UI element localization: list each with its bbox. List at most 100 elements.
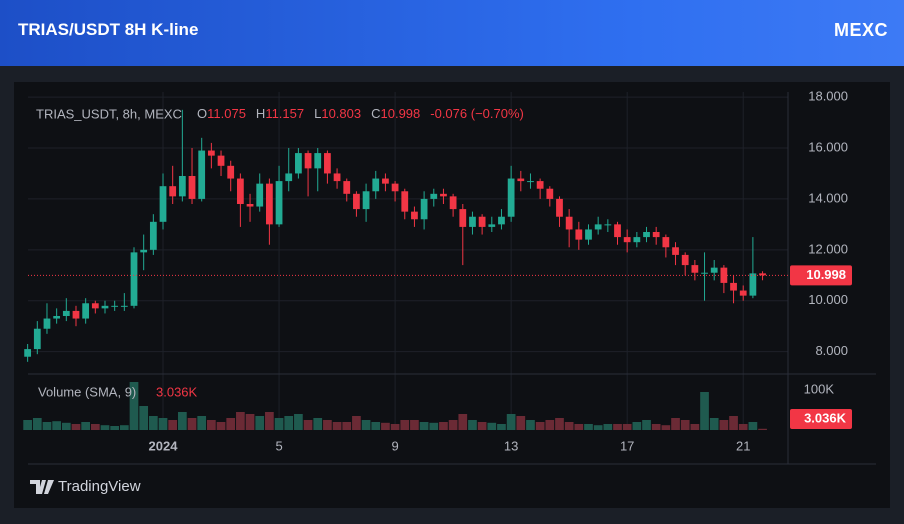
candle-body [159, 186, 167, 222]
volume-bar [410, 420, 419, 430]
volume-bar [361, 420, 371, 430]
volume-bar [555, 418, 564, 430]
volume-bar [526, 420, 535, 430]
candle-body [710, 267, 718, 273]
volume-bar [381, 422, 390, 430]
volume-bar [226, 418, 236, 430]
tv-icon [30, 480, 54, 494]
volume-bar [32, 418, 42, 430]
candle-body [256, 183, 264, 207]
candle-body [236, 178, 244, 204]
brand-text: MEXC [833, 20, 888, 40]
candle-body [53, 316, 61, 319]
candle-body [585, 229, 592, 240]
candle-body [207, 150, 215, 156]
volume-bar [207, 420, 216, 430]
volume-bar [429, 422, 439, 430]
volume-bar [690, 424, 700, 430]
candle-body [188, 176, 196, 199]
volume-bar [303, 420, 313, 430]
last-volume-label: 3.036K [804, 410, 847, 425]
ohlc-letter: C [371, 106, 380, 121]
volume-bar [535, 422, 545, 430]
volume-bar [719, 420, 729, 430]
x-tick-label: 21 [736, 438, 750, 453]
last-price-badge [790, 265, 852, 286]
candle-body [391, 183, 399, 192]
candle-body [730, 282, 737, 291]
candle-body [275, 181, 283, 225]
volume-bar [603, 424, 613, 430]
volume-bar [352, 416, 361, 430]
footer-logo: TradingView [58, 478, 141, 495]
candle-body [33, 328, 41, 350]
volume-bar [42, 422, 52, 430]
volume-bar [680, 420, 690, 430]
candle-body [643, 232, 650, 238]
volume-bar [564, 422, 574, 430]
volume-bar [71, 424, 81, 430]
candle-body [227, 165, 235, 179]
candle-body [681, 254, 689, 266]
ohlc-letter: H [256, 106, 265, 121]
ohlc-legend: O11.075 H11.157 L10.803 C10.998 -0.076 (−0.7… [197, 106, 524, 121]
volume-legend-value: 3.036K [156, 384, 198, 399]
header: TRIAS/USDT 8H K-line MEXC [0, 0, 904, 66]
candle-body [614, 224, 621, 238]
volume-bar [671, 418, 680, 430]
volume-bar [371, 422, 381, 430]
volume-bar [506, 414, 516, 430]
volume-bar [758, 428, 767, 430]
candle-body [440, 193, 447, 197]
candle-body [672, 247, 679, 255]
volume-tick-label: 100K [804, 381, 835, 396]
volume-bar [497, 424, 506, 430]
candle-body [82, 303, 90, 319]
volume-bar [81, 422, 91, 430]
volume-bar [187, 418, 197, 430]
volume-bar [400, 420, 410, 430]
volume-bar [419, 422, 429, 430]
candle-body [691, 265, 699, 273]
volume-bar [23, 420, 32, 430]
candle-body [333, 173, 341, 182]
candle-body [498, 216, 505, 225]
candle-body [749, 273, 757, 296]
candle-body [701, 272, 708, 274]
volume-bar [236, 412, 245, 430]
volume-bar [61, 422, 71, 430]
volume-bar [545, 420, 555, 430]
candle-body [662, 237, 670, 248]
candle-body [62, 310, 70, 316]
ohlc-value: 10.803 [321, 106, 361, 121]
volume-bar [468, 420, 477, 430]
candle-body [295, 153, 302, 174]
y-tick-label: 8.000 [815, 343, 848, 358]
volume-bar [729, 416, 738, 430]
volume-bar [342, 422, 352, 430]
candle-body [565, 216, 573, 230]
candle-body [536, 181, 544, 189]
candle-body [111, 305, 119, 307]
volume-bar [274, 418, 284, 430]
volume-bar [709, 418, 719, 430]
candle-body [401, 191, 409, 212]
volume-bar [748, 422, 758, 430]
volume-bar [738, 424, 748, 430]
volume-bar [622, 424, 632, 430]
candle-body [343, 181, 351, 194]
volume-bar [439, 422, 448, 430]
volume-bar [294, 414, 303, 430]
x-tick-label: 5 [275, 438, 282, 453]
candle-body [353, 193, 360, 210]
header-title: TRIAS/USDT 8H K-line [18, 20, 199, 39]
x-tick-label: 9 [391, 438, 398, 453]
volume-bar [216, 422, 226, 430]
candle-body [478, 216, 486, 227]
volume-bar [323, 420, 332, 430]
volume-bar [90, 424, 100, 430]
volume-bar [265, 412, 274, 430]
candle-body [759, 273, 766, 276]
